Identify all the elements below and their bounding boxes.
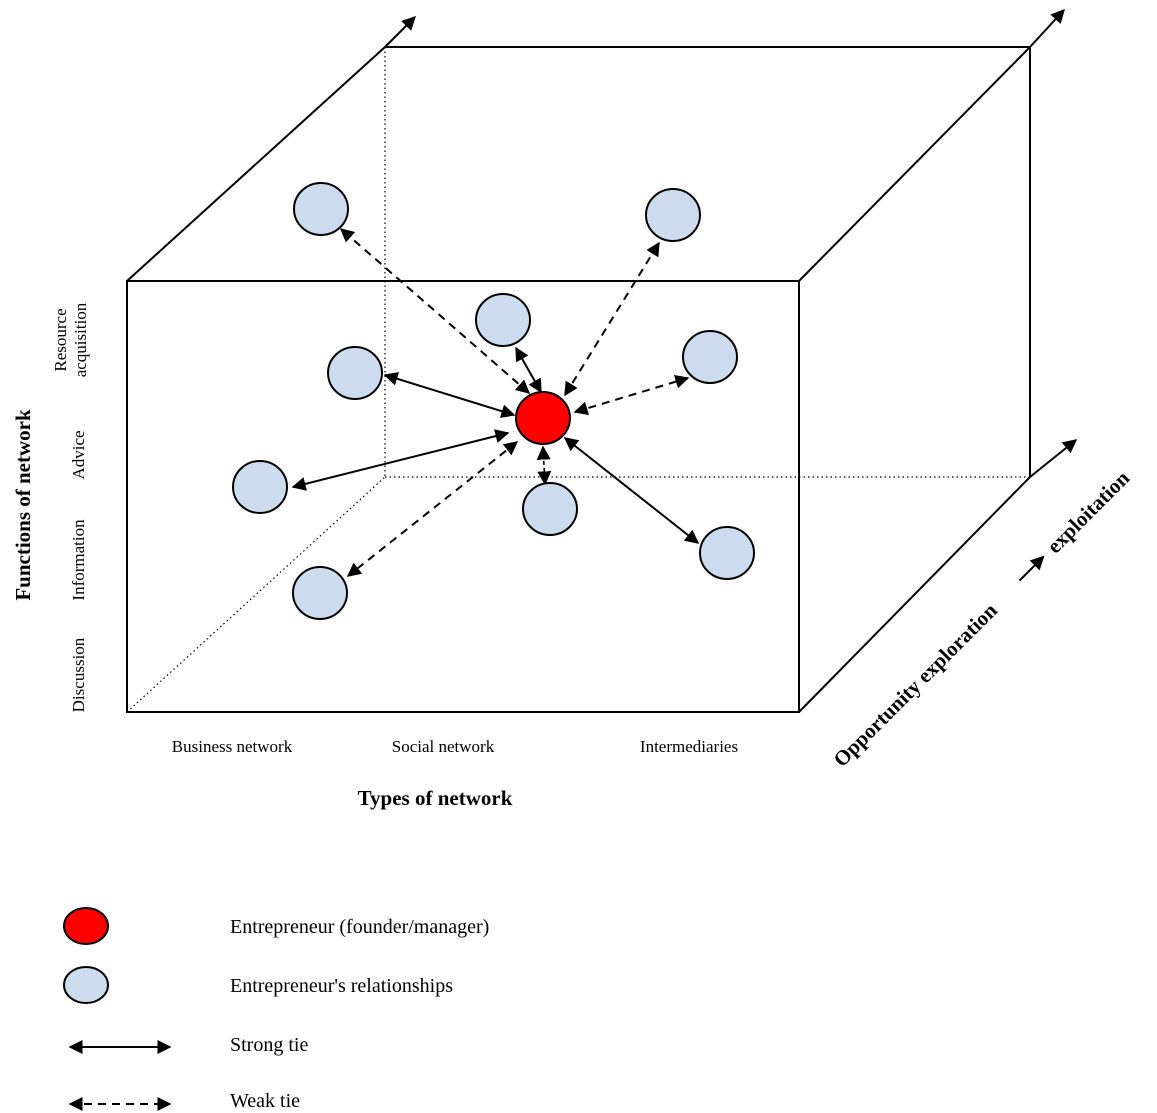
z-axis-title-arrow (1018, 555, 1045, 582)
legend: Entrepreneur (founder/manager) Entrepren… (63, 907, 489, 1112)
y-cat-advice: Advice (69, 430, 88, 479)
x-cat-social: Social network (392, 737, 495, 756)
strong-tie (291, 429, 510, 491)
y-axis-title: Functions of network (11, 409, 35, 601)
y-cat-resource-line2: acquisition (71, 302, 90, 377)
cube-top-right-edge (798, 46, 1031, 282)
relationship-node (699, 526, 755, 580)
relationship-node (475, 293, 531, 347)
y-cat-discussion: Discussion (69, 637, 88, 712)
legend-relationship-label: Entrepreneur's relationships (230, 975, 453, 997)
x-cat-business: Business network (172, 737, 293, 756)
weak-tie-short (536, 445, 552, 486)
x-categories: Business network Social network Intermed… (172, 737, 738, 756)
weak-tie (536, 445, 552, 486)
strong-tie (563, 437, 700, 544)
axis-arrows (384, 8, 1078, 478)
z-axis-title: Opportunity exploration exploitation (829, 466, 1135, 772)
legend-weak-label: Weak tie (230, 1090, 300, 1112)
relationship-nodes (232, 182, 755, 620)
depth-arrow-right (1029, 8, 1065, 48)
y-cat-resource-line1: Resource (51, 308, 70, 371)
legend-entrepreneur-symbol (63, 907, 109, 945)
z-axis-title-part2: exploitation (1042, 466, 1134, 558)
weak-ties (339, 228, 690, 577)
cube-bottom-right-edge (798, 476, 1031, 713)
depth-arrow-front (1029, 439, 1078, 478)
legend-relationship-symbol (63, 966, 109, 1004)
strong-tie (515, 346, 542, 394)
x-cat-intermediaries: Intermediaries (640, 737, 738, 756)
y-categories: Discussion Information Advice Resource a… (51, 302, 90, 712)
relationship-node (327, 346, 383, 400)
cube-top-left-edge (126, 46, 386, 282)
cube-edges (126, 46, 1031, 713)
relationship-node (232, 460, 288, 514)
weak-tie (564, 241, 660, 397)
entrepreneur-node (515, 391, 571, 445)
relationship-node (293, 182, 349, 236)
x-axis-title: Types of network (358, 786, 513, 810)
relationship-node (292, 566, 348, 620)
relationship-node (645, 188, 701, 242)
cube-hidden-edges (126, 47, 1030, 713)
legend-entrepreneur-label: Entrepreneur (founder/manager) (230, 916, 489, 938)
legend-strong-label: Strong tie (230, 1034, 308, 1056)
z-axis-title-part1: Opportunity exploration (829, 598, 1003, 772)
strong-tie (383, 372, 516, 418)
relationship-node (522, 482, 578, 536)
weak-tie (346, 441, 519, 577)
relationship-node (682, 330, 738, 384)
depth-arrow-left (384, 16, 416, 48)
y-cat-information: Information (69, 519, 88, 601)
weak-tie (573, 374, 690, 416)
